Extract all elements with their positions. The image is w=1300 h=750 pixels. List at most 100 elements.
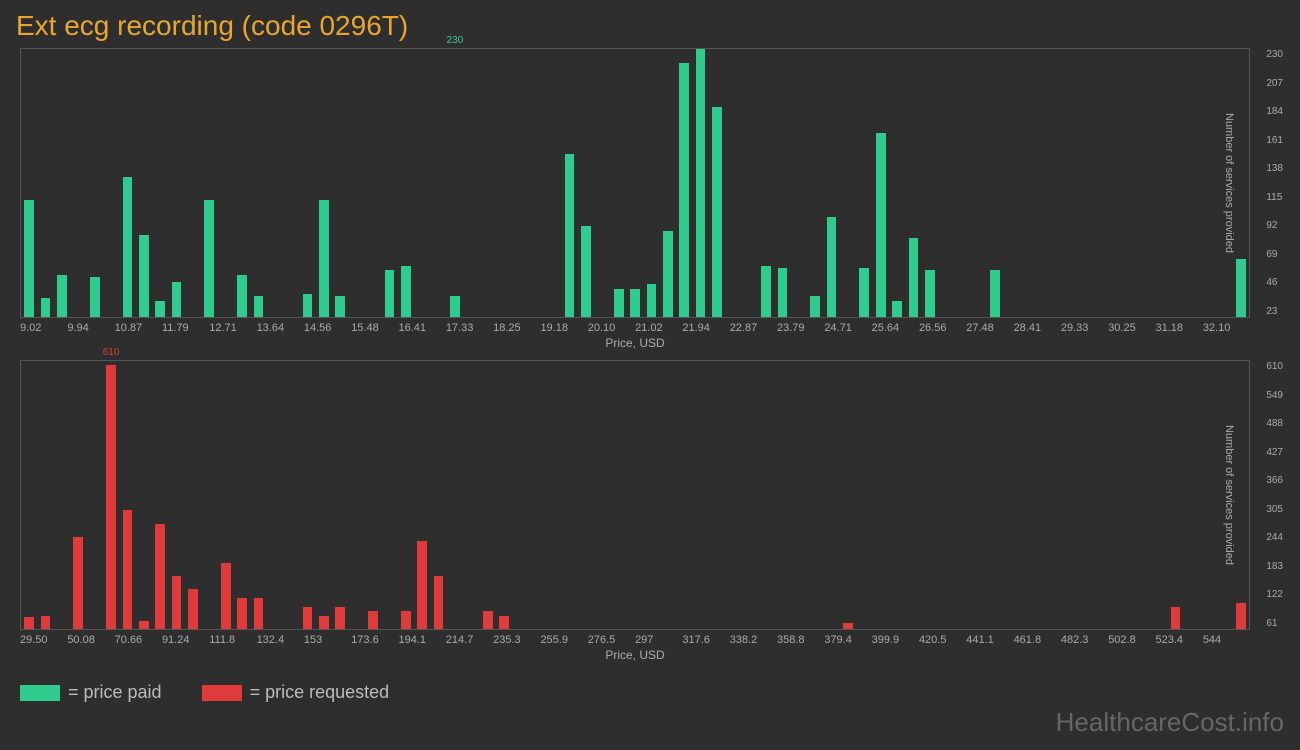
bar-slot: [889, 49, 905, 317]
bar-slot: [430, 49, 446, 317]
bar-slot: [791, 361, 807, 629]
bar-slot: [1036, 361, 1052, 629]
bar-slot: [103, 49, 119, 317]
bar: [843, 623, 853, 629]
bar-slot: [136, 49, 152, 317]
bar: [24, 617, 34, 629]
bar: [434, 576, 444, 629]
bar-slot: [480, 361, 496, 629]
bar-slot: [299, 361, 315, 629]
bar: [696, 49, 706, 317]
x-tick: 544: [1203, 634, 1250, 646]
bar-slot: [643, 361, 659, 629]
bar-slot: [889, 361, 905, 629]
bar: [450, 296, 460, 317]
bar: [123, 177, 133, 317]
bar: [1236, 603, 1246, 629]
bar-slot: [70, 361, 86, 629]
bar-slot: [218, 49, 234, 317]
y-tick: 366: [1266, 475, 1283, 486]
y-axis-top: 23020718416113811592694623: [1266, 49, 1283, 317]
x-tick: 255.9: [540, 634, 587, 646]
bar: [909, 238, 919, 317]
bar-slot: [545, 361, 561, 629]
y-tick: 69: [1266, 249, 1283, 260]
y-tick: 138: [1266, 163, 1283, 174]
bar-slot: [332, 49, 348, 317]
bar: [581, 226, 591, 317]
x-tick: 14.56: [304, 322, 351, 334]
bar-slot: [922, 49, 938, 317]
bar-slot: [627, 361, 643, 629]
bar-slot: [611, 361, 627, 629]
bar-slot: [267, 49, 283, 317]
x-tick: 461.8: [1014, 634, 1061, 646]
bar-slot: [660, 49, 676, 317]
bar-slot: [1135, 361, 1151, 629]
bar-slot: [938, 49, 954, 317]
bar: [761, 266, 771, 317]
bar-slot: [1233, 49, 1249, 317]
bar-slot: [1053, 49, 1069, 317]
bar: [90, 277, 100, 317]
bar-slot: [283, 361, 299, 629]
bar: [155, 301, 165, 317]
x-tick: 23.79: [777, 322, 824, 334]
x-tick: 276.5: [588, 634, 635, 646]
y-axis-bottom: 61054948842736630524418312261: [1266, 361, 1283, 629]
x-tick: 214.7: [446, 634, 493, 646]
bar: [630, 289, 640, 317]
x-tick: 18.25: [493, 322, 540, 334]
bar-slot: [578, 49, 594, 317]
bar: [319, 616, 329, 629]
bar-slot: [987, 361, 1003, 629]
bar-slot: [168, 49, 184, 317]
y-tick: 161: [1266, 135, 1283, 146]
bar-slot: [938, 361, 954, 629]
bar-slot: [742, 49, 758, 317]
bar-slot: [840, 361, 856, 629]
bar-slot: [430, 361, 446, 629]
x-tick: 523.4: [1156, 634, 1203, 646]
x-tick: 25.64: [872, 322, 919, 334]
bar-slot: [185, 49, 201, 317]
x-tick: 9.94: [67, 322, 114, 334]
x-tick: 16.41: [399, 322, 446, 334]
x-tick: 50.08: [67, 634, 114, 646]
bar-slot: [365, 49, 381, 317]
y-tick: 184: [1266, 106, 1283, 117]
bar: [139, 235, 149, 317]
bar-slot: [1102, 361, 1118, 629]
bar: [385, 270, 395, 317]
bar-slot: [774, 49, 790, 317]
bar-slot: [791, 49, 807, 317]
bar-slot: [201, 49, 217, 317]
bar: [614, 289, 624, 317]
x-tick: 235.3: [493, 634, 540, 646]
bar-slot: [152, 49, 168, 317]
bar-slot: [512, 361, 528, 629]
bar-slot: [692, 361, 708, 629]
bar-slot: [856, 361, 872, 629]
bar-slot: [725, 49, 741, 317]
legend-item-requested: = price requested: [202, 682, 390, 703]
bar: [303, 607, 313, 629]
bar: [499, 616, 509, 629]
x-tick: 420.5: [919, 634, 966, 646]
bar: [778, 268, 788, 317]
x-tick: 26.56: [919, 322, 966, 334]
x-tick: 13.64: [257, 322, 304, 334]
bar: [24, 200, 34, 317]
y-tick: 23: [1266, 306, 1283, 317]
peak-label: 230: [447, 35, 464, 46]
bar-slot: [119, 49, 135, 317]
bar-slot: [823, 361, 839, 629]
bar-slot: [316, 361, 332, 629]
bar: [303, 294, 313, 317]
bar-slot: [398, 361, 414, 629]
bar-slot: [1200, 361, 1216, 629]
bar-slot: [168, 361, 184, 629]
bar-slot: [1184, 49, 1200, 317]
bar-slot: [1135, 49, 1151, 317]
bar-slot: [1020, 49, 1036, 317]
